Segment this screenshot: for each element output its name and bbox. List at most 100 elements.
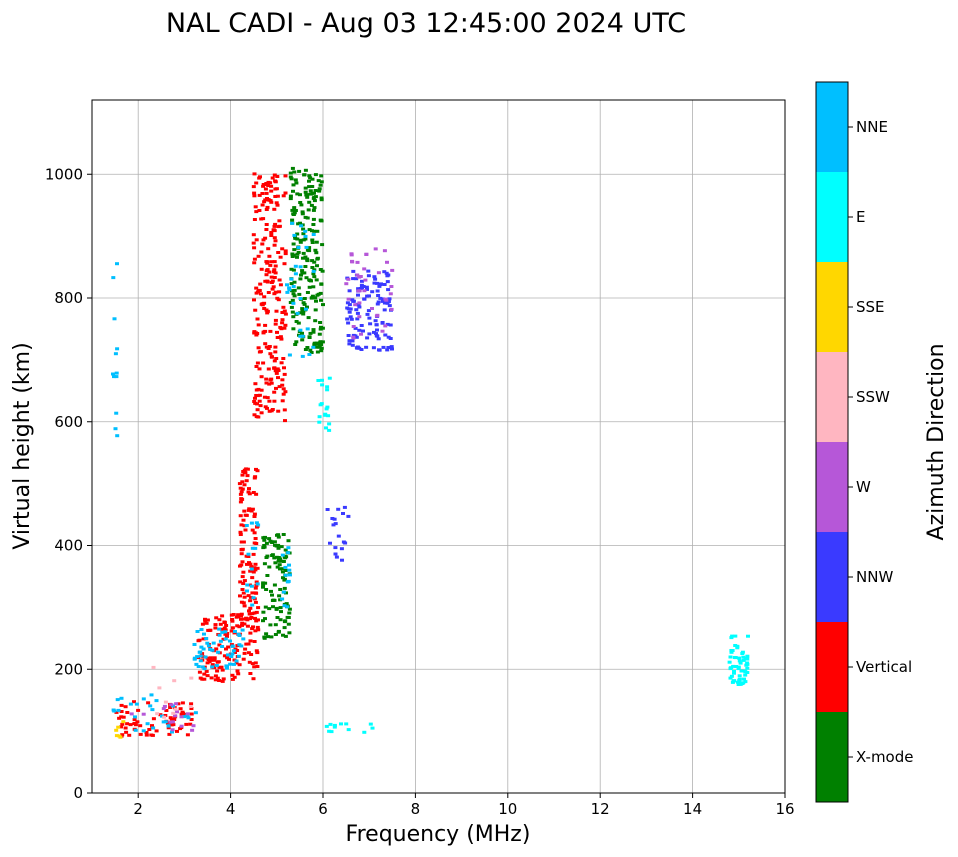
- echo-point: [360, 279, 364, 283]
- echo-point: [292, 248, 297, 252]
- echo-point: [347, 310, 352, 314]
- echo-point: [378, 296, 383, 300]
- echo-point: [325, 388, 330, 392]
- echo-point: [204, 637, 209, 640]
- echo-point: [230, 618, 235, 621]
- echo-point: [272, 260, 277, 264]
- echo-point: [210, 665, 215, 669]
- echo-point: [281, 357, 286, 360]
- echo-point: [298, 201, 303, 204]
- echo-point: [273, 195, 278, 198]
- echo-point: [189, 718, 194, 721]
- y-tick-label: 200: [54, 660, 83, 678]
- echo-point: [361, 329, 365, 333]
- echo-point: [320, 383, 325, 387]
- echo-point: [264, 632, 269, 636]
- echo-point: [274, 371, 279, 375]
- echo-point: [258, 282, 263, 286]
- echo-point: [353, 303, 358, 307]
- echo-point: [305, 291, 310, 294]
- echo-point: [287, 611, 292, 615]
- echo-point: [114, 734, 119, 738]
- echo-point: [280, 553, 285, 557]
- echo-point: [119, 710, 124, 713]
- echo-point: [149, 733, 154, 737]
- echo-point: [276, 369, 281, 372]
- echo-point: [242, 595, 247, 599]
- echo-point: [240, 497, 245, 501]
- echo-point: [301, 227, 306, 231]
- echo-point: [348, 315, 353, 319]
- echo-point: [278, 335, 283, 339]
- echo-point: [119, 696, 124, 700]
- echo-point: [728, 655, 733, 659]
- echo-point: [264, 588, 269, 591]
- echo-point: [114, 728, 119, 732]
- echo-point: [157, 686, 162, 690]
- echo-point: [356, 289, 361, 293]
- echo-point: [171, 723, 176, 727]
- y-axis-label: Virtual height (km): [10, 342, 35, 549]
- echo-point: [339, 547, 344, 551]
- echo-point: [234, 659, 239, 663]
- echo-point: [319, 180, 324, 184]
- echo-point: [347, 339, 352, 343]
- echo-point: [283, 573, 288, 577]
- echo-point: [248, 569, 253, 573]
- echo-point: [238, 533, 243, 536]
- echo-point: [204, 621, 209, 625]
- echo-point: [255, 402, 259, 406]
- echo-point: [273, 239, 278, 243]
- echo-point: [294, 320, 299, 323]
- echo-point: [220, 668, 225, 672]
- echo-point: [262, 544, 267, 547]
- echo-point: [286, 551, 291, 555]
- echo-point: [308, 192, 313, 196]
- echo-point: [295, 252, 300, 256]
- echo-point: [210, 648, 215, 652]
- echo-point: [311, 345, 316, 349]
- echo-point: [387, 297, 392, 301]
- echo-point: [257, 176, 262, 180]
- echo-point: [303, 234, 308, 238]
- echo-point: [389, 285, 394, 288]
- echo-point: [193, 711, 198, 715]
- echo-point: [250, 528, 255, 532]
- echo-point: [205, 661, 210, 665]
- echo-point: [298, 277, 303, 281]
- echo-point: [198, 659, 203, 663]
- echo-point: [291, 268, 296, 272]
- echo-point: [346, 728, 351, 732]
- echo-point: [314, 240, 319, 244]
- echo-point: [225, 634, 229, 638]
- echo-point: [727, 660, 732, 664]
- echo-point: [217, 618, 222, 622]
- echo-point: [374, 334, 379, 338]
- echo-point: [283, 619, 288, 623]
- echo-point: [263, 187, 268, 191]
- echo-point: [362, 730, 367, 734]
- echo-point: [256, 254, 261, 258]
- echo-point: [321, 303, 325, 307]
- echo-point: [263, 605, 268, 609]
- echo-point: [354, 308, 359, 312]
- echo-point: [272, 540, 277, 544]
- echo-point: [311, 330, 316, 334]
- echo-point: [372, 281, 377, 285]
- echo-point: [317, 420, 322, 424]
- echo-point: [382, 308, 387, 312]
- echo-point: [276, 535, 281, 539]
- echo-point: [205, 618, 210, 622]
- echo-point: [115, 347, 120, 351]
- echo-point: [313, 296, 318, 300]
- echo-point: [119, 703, 124, 707]
- echo-point: [145, 722, 150, 726]
- echo-point: [289, 282, 294, 286]
- echo-point: [232, 662, 236, 666]
- echo-point: [266, 635, 270, 639]
- echo-point: [210, 663, 215, 667]
- echo-point: [355, 273, 360, 277]
- echo-point: [313, 308, 318, 312]
- echo-point: [287, 568, 292, 572]
- echo-point: [311, 223, 316, 226]
